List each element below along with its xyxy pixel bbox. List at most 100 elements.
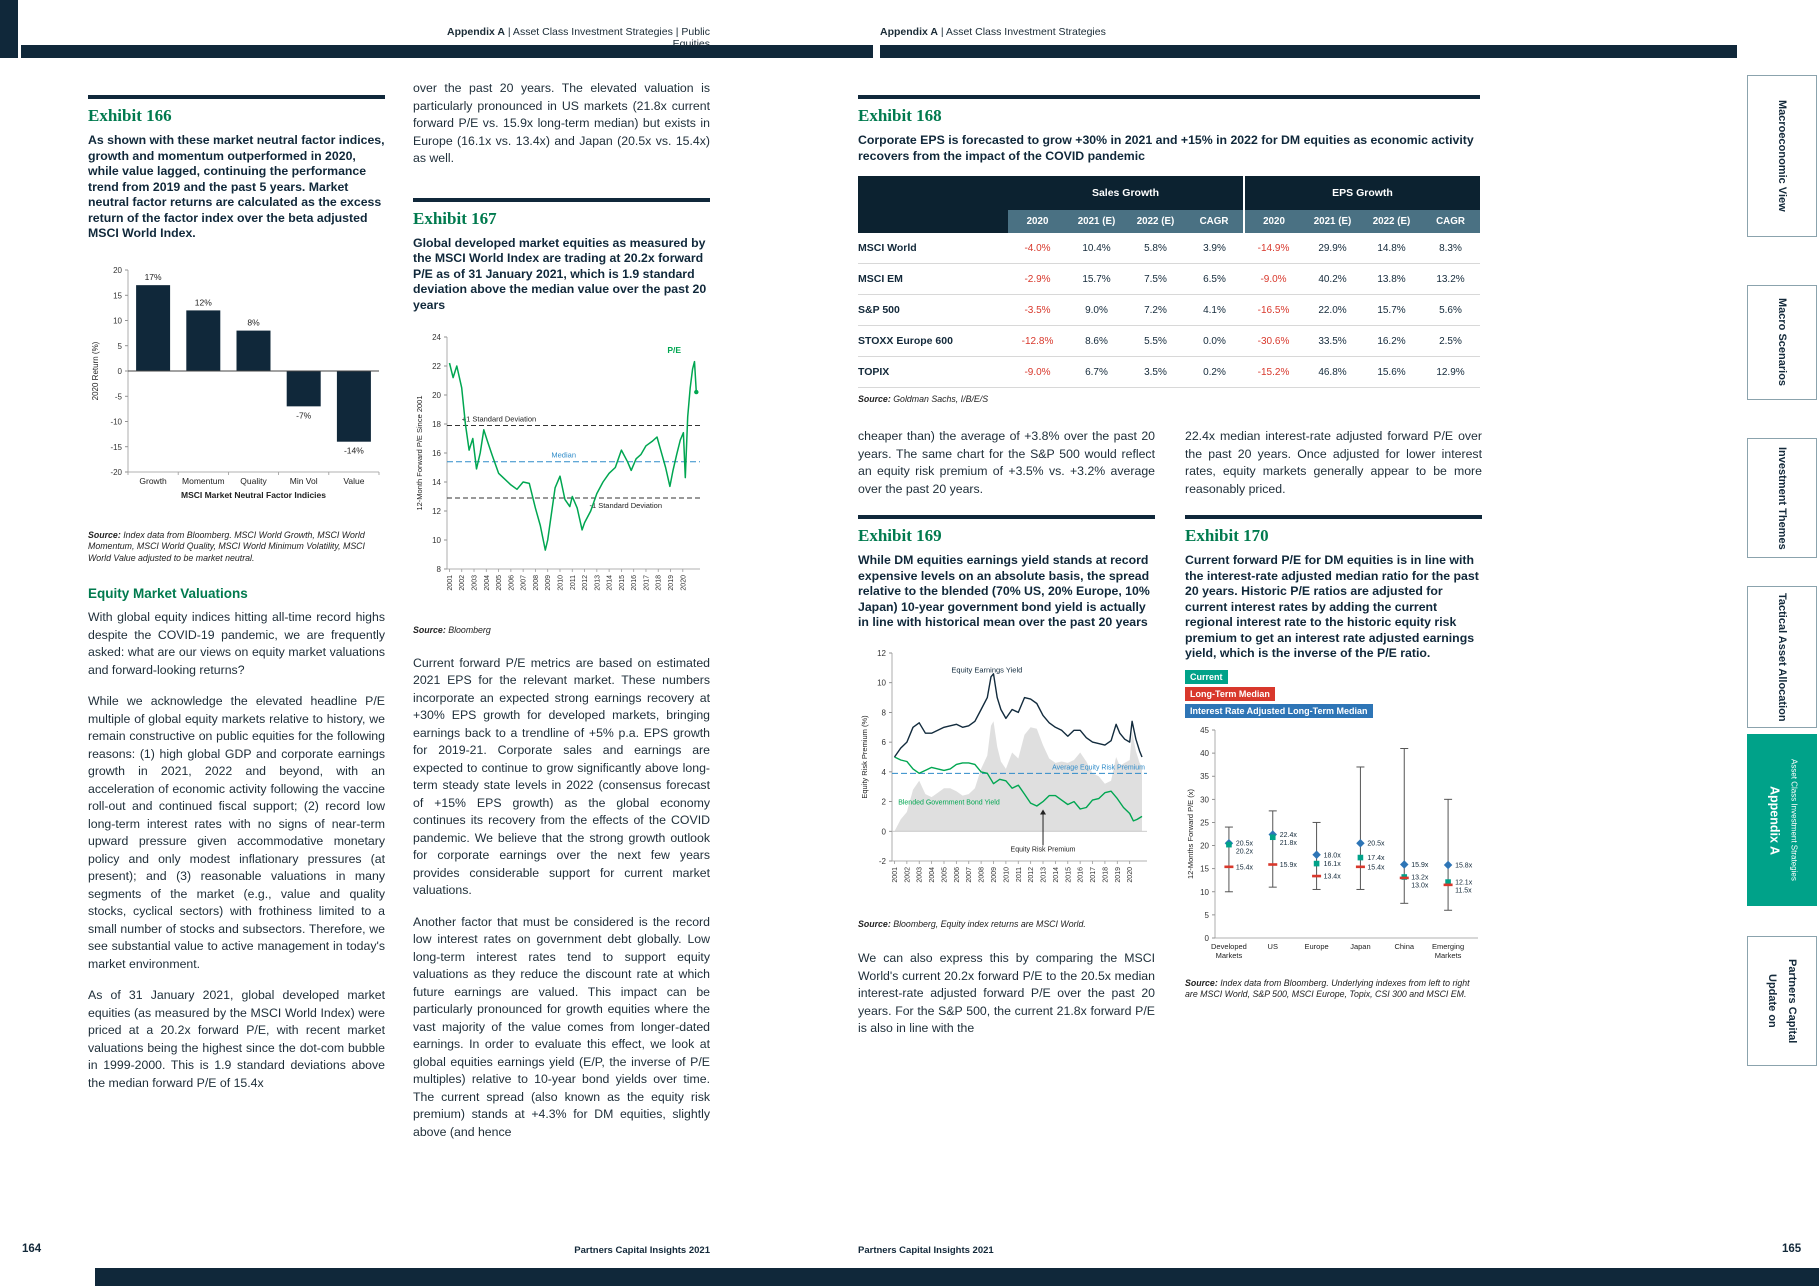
- svg-text:2006: 2006: [954, 866, 961, 882]
- svg-text:-15: -15: [110, 442, 122, 451]
- svg-text:2007: 2007: [521, 575, 528, 591]
- svg-text:18: 18: [432, 420, 441, 429]
- svg-text:Average Equity Risk Premium: Average Equity Risk Premium: [1052, 764, 1145, 771]
- sidebar-tab-tactical-asset-allocation[interactable]: Tactical Asset Allocation: [1747, 586, 1817, 728]
- sidebar-tab-investment-themes[interactable]: Investment Themes: [1747, 438, 1817, 558]
- table-row: STOXX Europe 600 -12.8% 8.6% 5.5% 0.0% -30.6%…: [858, 325, 1480, 357]
- table-cell: -12.8%: [1008, 325, 1067, 357]
- page-number-right: 165: [1782, 1243, 1802, 1255]
- table-cell: -9.0%: [1244, 263, 1303, 295]
- svg-text:-14%: -14%: [344, 445, 364, 455]
- source-label: Source:: [858, 918, 891, 929]
- exhibit-169-intro: While DM equities earnings yield stands …: [858, 553, 1150, 629]
- corner-accent-block: [0, 0, 18, 58]
- right-page-column-1: Exhibit 169 While DM equities earnings y…: [858, 515, 1155, 1052]
- table-group-header: EPS Growth: [1243, 176, 1480, 210]
- exhibit-166-source: Source: Index data from Bloomberg. MSCI …: [88, 530, 385, 565]
- table-cell: 3.5%: [1126, 356, 1185, 388]
- svg-text:2015: 2015: [619, 575, 626, 591]
- row-name: S&P 500: [858, 294, 1008, 326]
- svg-text:-2: -2: [879, 857, 887, 866]
- svg-text:Equity Risk Premium: Equity Risk Premium: [1011, 846, 1076, 853]
- svg-text:Growth: Growth: [139, 476, 167, 486]
- svg-text:17%: 17%: [145, 272, 162, 282]
- legend-chip: Long-Term Median: [1185, 686, 1275, 701]
- svg-text:2019: 2019: [1115, 866, 1122, 882]
- after-table-right-paragraph: 22.4x median interest-rate adjusted forw…: [1185, 429, 1482, 496]
- source-text: Bloomberg, Equity index returns are MSCI…: [890, 918, 1086, 929]
- svg-text:15.4x: 15.4x: [1367, 864, 1385, 871]
- svg-text:2008: 2008: [979, 866, 986, 882]
- svg-text:P/E: P/E: [667, 345, 681, 355]
- svg-text:18.0x: 18.0x: [1324, 852, 1342, 859]
- table-column-header: 2020: [1008, 210, 1067, 233]
- svg-text:17.4x: 17.4x: [1367, 855, 1385, 862]
- table-cell: 14.8%: [1362, 233, 1421, 264]
- legend-chip: Current: [1185, 669, 1228, 684]
- svg-text:-5: -5: [115, 392, 123, 401]
- paragraph: While we acknowledge the elevated headli…: [88, 694, 385, 971]
- svg-text:-10: -10: [110, 417, 122, 426]
- svg-text:20: 20: [113, 266, 122, 275]
- svg-text:2009: 2009: [545, 575, 552, 591]
- row-name: STOXX Europe 600: [858, 325, 1008, 357]
- svg-text:2001: 2001: [447, 575, 454, 591]
- table-cell: 6.7%: [1067, 356, 1126, 388]
- svg-text:30: 30: [1200, 795, 1209, 804]
- right-page-column-2: Exhibit 170 Current forward P/E for DM e…: [1185, 515, 1482, 1001]
- svg-text:2020: 2020: [1127, 866, 1134, 882]
- source-text: Index data from Bloomberg. Underlying in…: [1185, 977, 1470, 1000]
- table-cell: -14.9%: [1244, 233, 1303, 264]
- exhibit-167-title: Exhibit 167: [413, 208, 497, 228]
- table-cell: 0.2%: [1185, 356, 1244, 388]
- svg-text:Europe: Europe: [1304, 942, 1328, 951]
- tab-label: Macro Scenarios: [1772, 298, 1792, 386]
- right-page-top: Exhibit 168 Corporate EPS is forecasted …: [858, 95, 1480, 406]
- sidebar-tab-update-on-partners-capital[interactable]: Update on Partners Capital: [1747, 936, 1817, 1066]
- table-cell: -4.0%: [1008, 233, 1067, 264]
- table-cell: -3.5%: [1008, 294, 1067, 326]
- table-cell: -16.5%: [1244, 294, 1303, 326]
- source-label: Source:: [858, 394, 891, 404]
- running-header-left-bold: Appendix A: [447, 26, 505, 38]
- right-page-header-bar: [880, 45, 1737, 58]
- running-header-right-bold: Appendix A: [880, 26, 938, 38]
- row-name: MSCI EM: [858, 263, 1008, 295]
- table-row: TOPIX -9.0% 6.7% 3.5% 0.2% -15.2% 46.8% 15.6% 12…: [858, 356, 1480, 388]
- svg-text:2002: 2002: [459, 575, 466, 591]
- table-column-header: CAGR: [1421, 210, 1480, 233]
- svg-text:2017: 2017: [1090, 866, 1097, 882]
- running-header-right-rest: | Asset Class Investment Strategies: [937, 26, 1106, 38]
- after-table-left-paragraph: cheaper than) the average of +3.8% over …: [858, 429, 1155, 496]
- svg-text:2018: 2018: [1102, 866, 1109, 882]
- svg-text:15.9x: 15.9x: [1280, 862, 1298, 869]
- table-cell: 5.8%: [1126, 233, 1185, 264]
- sidebar-tab-macroeconomic-view[interactable]: Macroeconomic View: [1747, 75, 1817, 237]
- svg-text:20.2x: 20.2x: [1236, 848, 1254, 855]
- svg-text:2017: 2017: [643, 575, 650, 591]
- svg-text:10: 10: [113, 316, 122, 325]
- svg-text:Momentum: Momentum: [182, 476, 225, 486]
- sidebar-tab-macro-scenarios[interactable]: Macro Scenarios: [1747, 285, 1817, 400]
- table-cell: 15.7%: [1067, 263, 1126, 295]
- svg-text:16.1x: 16.1x: [1324, 861, 1342, 868]
- svg-text:24: 24: [432, 333, 441, 342]
- svg-text:2020 Return (%): 2020 Return (%): [91, 341, 100, 400]
- exhibit-170-title: Exhibit 170: [1185, 526, 1269, 545]
- svg-text:2009: 2009: [991, 866, 998, 882]
- table-cell: 22.0%: [1303, 294, 1362, 326]
- column2-paragraphs: Current forward P/E metrics are based on…: [413, 655, 710, 1142]
- svg-text:2013: 2013: [1041, 866, 1048, 882]
- svg-text:Developed: Developed: [1211, 942, 1247, 951]
- table-cell: 40.2%: [1303, 263, 1362, 295]
- svg-text:20.5x: 20.5x: [1367, 840, 1385, 847]
- svg-text:12: 12: [432, 507, 441, 516]
- tab-line-text: Update on: [1766, 974, 1778, 1028]
- page-number-left: 164: [22, 1243, 42, 1255]
- sidebar-tab-appendix-a-asset-class-investment-strategies[interactable]: Appendix A Asset Class Investment Strateg…: [1747, 734, 1817, 906]
- svg-text:2: 2: [882, 797, 887, 806]
- svg-text:2011: 2011: [570, 575, 577, 590]
- column2-lead-paragraph: over the past 20 years. The elevated val…: [413, 81, 710, 165]
- svg-text:10: 10: [1200, 887, 1209, 896]
